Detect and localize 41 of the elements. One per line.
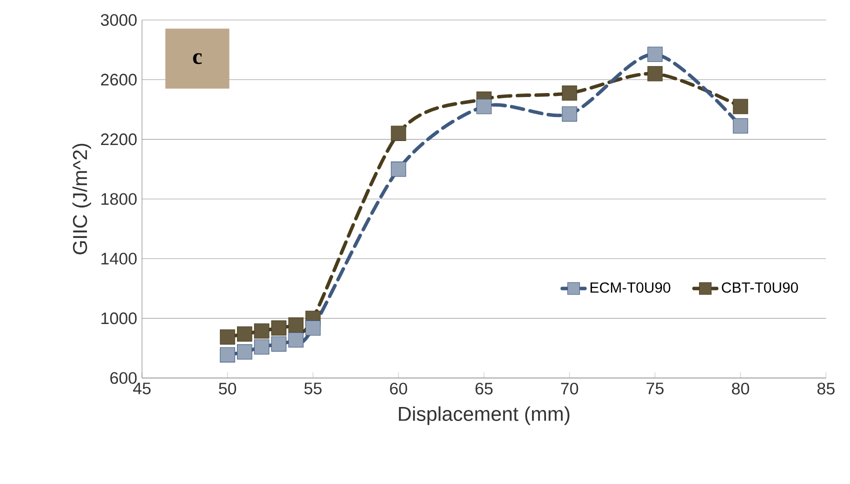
y-tick-label: 1000 (101, 312, 137, 324)
point (647, 46, 663, 62)
point (732, 118, 748, 134)
point (220, 347, 236, 362)
y-tick-label: 1800 (101, 193, 137, 205)
point (390, 162, 406, 177)
point (390, 126, 406, 141)
legend-label: ECM-T0U90 (590, 282, 670, 293)
y-axis-title: GIIC (J/m^2) (72, 144, 92, 254)
x-tick-label: 45 (133, 382, 151, 394)
legend-label: CBT-T0U90 (722, 282, 798, 293)
point (288, 332, 304, 348)
point (271, 336, 286, 352)
y-tick-label: 2600 (101, 74, 137, 86)
x-tick-label: 75 (646, 382, 664, 394)
point (254, 323, 270, 339)
point (254, 339, 270, 355)
y-tick-label: 1400 (101, 252, 137, 265)
x-axis-title: Displacement (mm) (398, 406, 570, 425)
annotation: c (193, 53, 202, 64)
point (237, 344, 252, 360)
point (271, 320, 286, 336)
point (562, 106, 578, 122)
point (305, 320, 321, 336)
x-tick-label: 80 (732, 382, 750, 394)
point (237, 326, 252, 342)
x-tick-label: 60 (390, 382, 408, 394)
x-tick-label: 55 (304, 382, 322, 394)
point (647, 66, 663, 82)
point (220, 329, 236, 345)
x-tick-label: 85 (817, 382, 835, 394)
point (288, 317, 304, 333)
point (476, 98, 492, 114)
x-tick-label: 70 (561, 382, 578, 394)
point (562, 85, 578, 101)
x-tick-label: 50 (218, 382, 236, 394)
y-tick-label: 600 (110, 372, 137, 384)
y-tick-label: 2200 (101, 133, 137, 146)
point (732, 98, 748, 114)
y-tick-label: 3000 (100, 14, 137, 26)
x-tick-label: 65 (476, 382, 493, 394)
